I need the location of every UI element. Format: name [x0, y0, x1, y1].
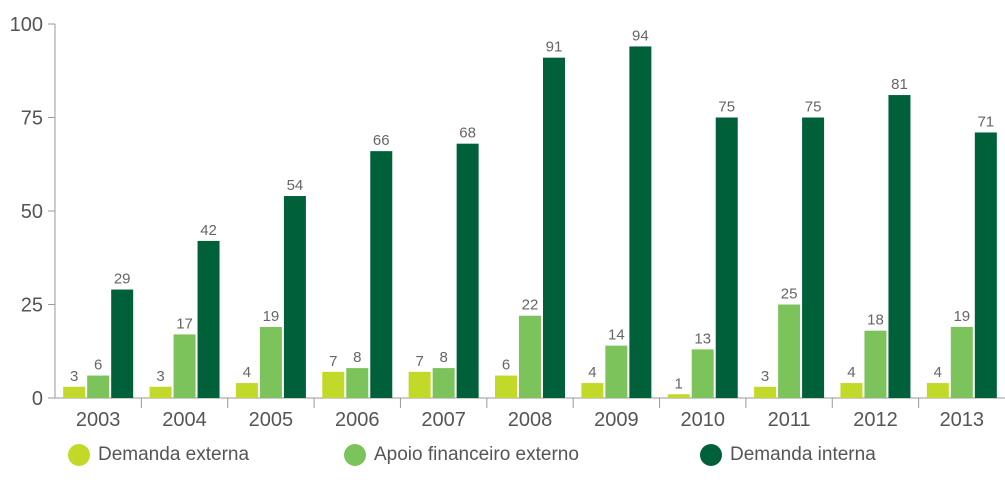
bar [974, 132, 997, 398]
data-label: 42 [200, 222, 217, 239]
bar [173, 334, 196, 398]
data-label: 94 [632, 27, 649, 44]
bar [864, 330, 887, 398]
bar [802, 117, 825, 398]
data-label: 25 [781, 286, 798, 303]
bar [346, 368, 369, 398]
bar [840, 383, 863, 398]
data-label: 3 [70, 368, 78, 385]
bar [605, 345, 628, 398]
bar [754, 386, 777, 398]
data-label: 3 [761, 368, 769, 385]
x-tick-label: 2007 [421, 409, 466, 431]
bar [888, 95, 911, 398]
legend-label: Demanda externa [98, 444, 250, 465]
data-label: 4 [847, 364, 855, 381]
data-label: 8 [353, 349, 361, 366]
bar [87, 375, 110, 398]
data-label: 6 [94, 357, 102, 374]
data-label: 18 [867, 312, 884, 329]
bar [950, 326, 973, 398]
data-label: 8 [439, 349, 447, 366]
legend-swatch-icon [344, 444, 366, 466]
data-label: 68 [459, 125, 476, 142]
bar [432, 368, 455, 398]
x-tick-label: 2012 [853, 409, 898, 431]
x-tick-label: 2013 [940, 409, 985, 431]
legend-swatch-icon [700, 444, 722, 466]
data-label: 17 [176, 315, 193, 332]
data-label: 81 [891, 76, 908, 93]
x-tick-label: 2011 [768, 409, 811, 431]
data-label: 91 [546, 39, 563, 56]
data-label: 54 [287, 177, 304, 194]
x-tick-label: 2010 [680, 409, 725, 431]
data-label: 75 [718, 99, 735, 116]
x-tick-label: 2009 [594, 409, 639, 431]
bar [715, 117, 738, 398]
bar [235, 383, 258, 398]
data-label: 71 [977, 113, 994, 130]
data-label: 19 [953, 308, 970, 325]
bar [259, 326, 282, 398]
data-label: 19 [263, 308, 280, 325]
bar [63, 386, 86, 398]
data-label: 22 [522, 297, 539, 314]
y-tick-label: 100 [10, 14, 43, 36]
bar [778, 304, 801, 398]
y-tick-label: 25 [21, 295, 43, 317]
bar [149, 386, 172, 398]
data-label: 4 [243, 364, 251, 381]
y-tick-label: 75 [21, 108, 43, 130]
x-tick-label: 2006 [335, 409, 380, 431]
y-tick-label: 0 [32, 388, 43, 410]
data-label: 75 [805, 99, 822, 116]
bar [111, 289, 134, 398]
legend-item: Demanda interna [700, 444, 876, 466]
y-tick-label: 50 [21, 201, 43, 223]
data-label: 7 [415, 353, 423, 370]
bar [408, 371, 431, 398]
data-label: 66 [373, 132, 390, 149]
data-label: 14 [608, 327, 625, 344]
data-label: 1 [675, 375, 683, 392]
legend-label: Demanda interna [730, 444, 876, 465]
legend-item: Apoio financeiro externo [344, 444, 579, 466]
x-tick-label: 2005 [249, 409, 294, 431]
bar [322, 371, 345, 398]
x-tick-label: 2003 [76, 409, 121, 431]
bar [691, 349, 714, 398]
legend-item: Demanda externa [68, 444, 249, 466]
bar-chart: 0 25 50 75 100 2003 2004 2005 2006 2007 2008 2009 2… [10, 14, 1005, 431]
bar [197, 240, 220, 398]
data-label: 29 [114, 271, 131, 288]
legend-swatch-icon [68, 444, 90, 466]
data-label: 13 [694, 330, 711, 347]
bar [926, 383, 949, 398]
data-label: 3 [156, 368, 164, 385]
data-label: 7 [329, 353, 337, 370]
bar [667, 394, 690, 398]
bar [543, 57, 565, 398]
bar [283, 196, 306, 398]
x-tick-label: 2004 [162, 409, 207, 431]
legend-label: Apoio financeiro externo [374, 444, 579, 465]
bar [519, 315, 541, 398]
data-label: 6 [502, 357, 510, 374]
bar [456, 143, 479, 398]
bar [370, 151, 393, 398]
bar [629, 46, 652, 398]
bar [495, 375, 517, 398]
data-label: 4 [588, 364, 596, 381]
bar [581, 383, 604, 398]
data-label: 4 [934, 364, 942, 381]
x-tick-label: 2008 [508, 409, 553, 431]
